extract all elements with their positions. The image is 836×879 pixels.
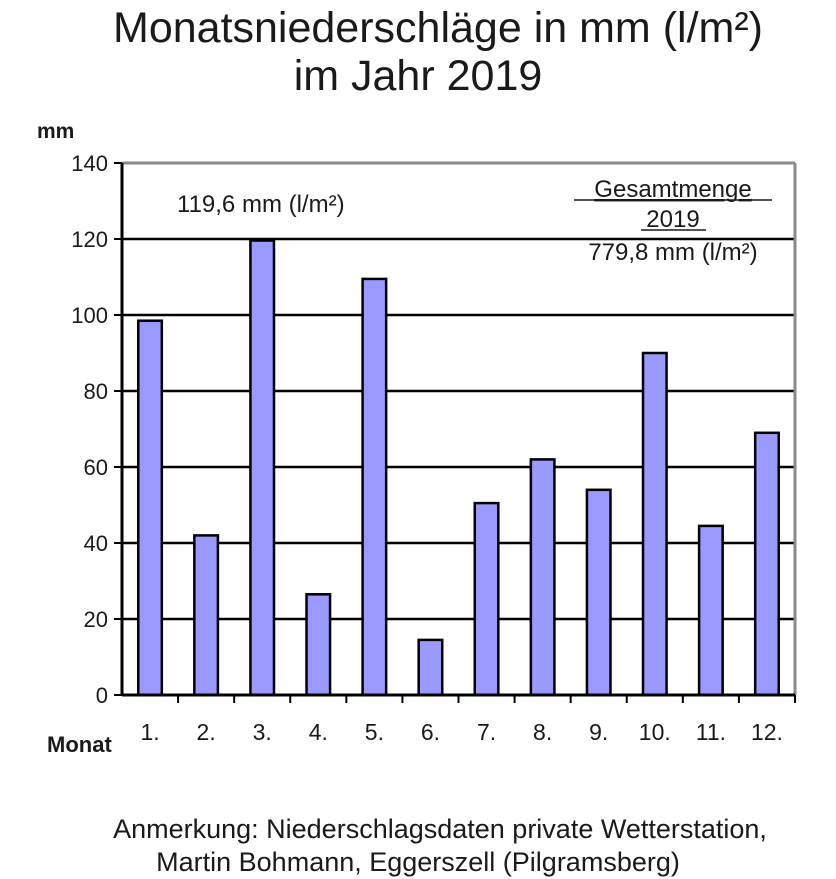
total-value: 779,8 mm (l/m²) — [588, 239, 757, 266]
y-axis-label: mm — [37, 120, 74, 143]
x-tick-label: 8. — [533, 719, 552, 745]
chart-title-line-1: Monatsniederschläge in mm (l/m²) — [113, 4, 763, 52]
x-tick-label: 10. — [639, 719, 671, 745]
y-tick-label: 40 — [84, 531, 108, 556]
x-tick-label: 11. — [696, 719, 726, 745]
bar-chart: mm Monat 0 20 40 60 80 100 120 140 1. 2. 3. 4. 5. 6. 7… — [37, 120, 797, 757]
y-tick-label: 60 — [84, 455, 108, 480]
y-tick-label: 140 — [71, 151, 108, 176]
y-tick-label: 80 — [84, 379, 108, 404]
x-axis-label: Monat — [47, 732, 112, 757]
total-year: 2019 — [646, 206, 699, 233]
bar-10 — [641, 351, 668, 697]
x-tick-label: 4. — [309, 719, 328, 745]
bar-5 — [361, 277, 388, 697]
x-tick-label: 2. — [197, 719, 216, 745]
y-tick-label: 20 — [84, 607, 108, 632]
y-tick-label: 100 — [71, 303, 108, 328]
bar-2 — [193, 534, 220, 697]
x-tick-label: 12. — [751, 719, 783, 745]
bar-1 — [137, 319, 164, 697]
x-tick-label: 6. — [421, 719, 440, 745]
x-tick-label: 3. — [253, 719, 272, 745]
footer-note-line-1: Anmerkung: Niederschlagsdaten private We… — [113, 814, 767, 844]
bar-4 — [305, 593, 332, 697]
x-tick-label: 7. — [477, 719, 496, 745]
total-heading: Gesamtmenge — [594, 176, 751, 203]
x-tick-label: 9. — [589, 719, 608, 745]
bar-8 — [529, 458, 556, 697]
x-tick-label: 1. — [140, 719, 159, 745]
bar-6 — [417, 638, 444, 697]
bar-7 — [473, 501, 500, 697]
y-tick-label: 120 — [71, 227, 108, 252]
footer-note-line-2: Martin Bohmann, Eggerszell (Pilgramsberg… — [156, 847, 680, 877]
bar-12 — [753, 431, 780, 697]
x-tick-label: 5. — [365, 719, 384, 745]
chart-title-line-2: im Jahr 2019 — [293, 52, 543, 100]
bar-11 — [697, 524, 724, 697]
bar-3 — [249, 239, 276, 697]
bar-9 — [585, 488, 612, 697]
max-value-annotation: 119,6 mm (l/m²) — [177, 191, 345, 218]
y-tick-label: 0 — [96, 683, 108, 708]
